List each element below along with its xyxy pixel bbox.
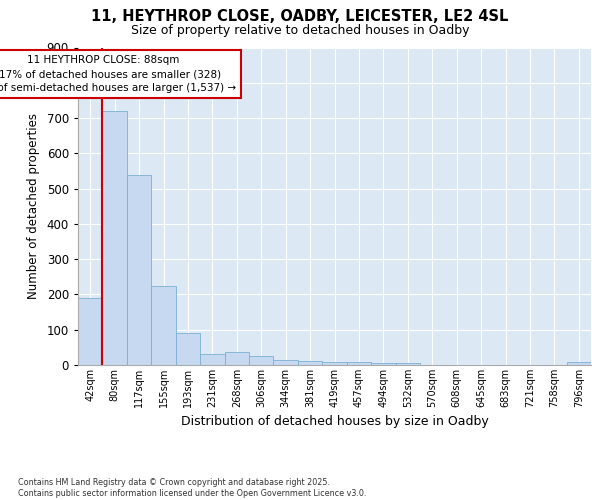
Bar — [371, 363, 395, 365]
Bar — [176, 333, 200, 365]
Bar — [151, 286, 176, 365]
Bar — [249, 356, 274, 365]
Bar — [347, 362, 371, 365]
Y-axis label: Number of detached properties: Number of detached properties — [27, 114, 40, 299]
Bar — [274, 360, 298, 365]
Text: 11, HEYTHROP CLOSE, OADBY, LEICESTER, LE2 4SL: 11, HEYTHROP CLOSE, OADBY, LEICESTER, LE… — [91, 9, 509, 24]
Bar — [127, 174, 151, 365]
X-axis label: Distribution of detached houses by size in Oadby: Distribution of detached houses by size … — [181, 416, 488, 428]
Bar — [78, 298, 103, 365]
Text: Size of property relative to detached houses in Oadby: Size of property relative to detached ho… — [131, 24, 469, 37]
Bar — [395, 363, 420, 365]
Bar — [322, 362, 347, 365]
Bar — [298, 361, 322, 365]
Bar — [103, 111, 127, 365]
Bar — [200, 354, 224, 365]
Bar — [566, 362, 591, 365]
Bar — [224, 352, 249, 365]
Text: 11 HEYTHROP CLOSE: 88sqm
← 17% of detached houses are smaller (328)
82% of semi-: 11 HEYTHROP CLOSE: 88sqm ← 17% of detach… — [0, 56, 236, 94]
Text: Contains HM Land Registry data © Crown copyright and database right 2025.
Contai: Contains HM Land Registry data © Crown c… — [18, 478, 367, 498]
